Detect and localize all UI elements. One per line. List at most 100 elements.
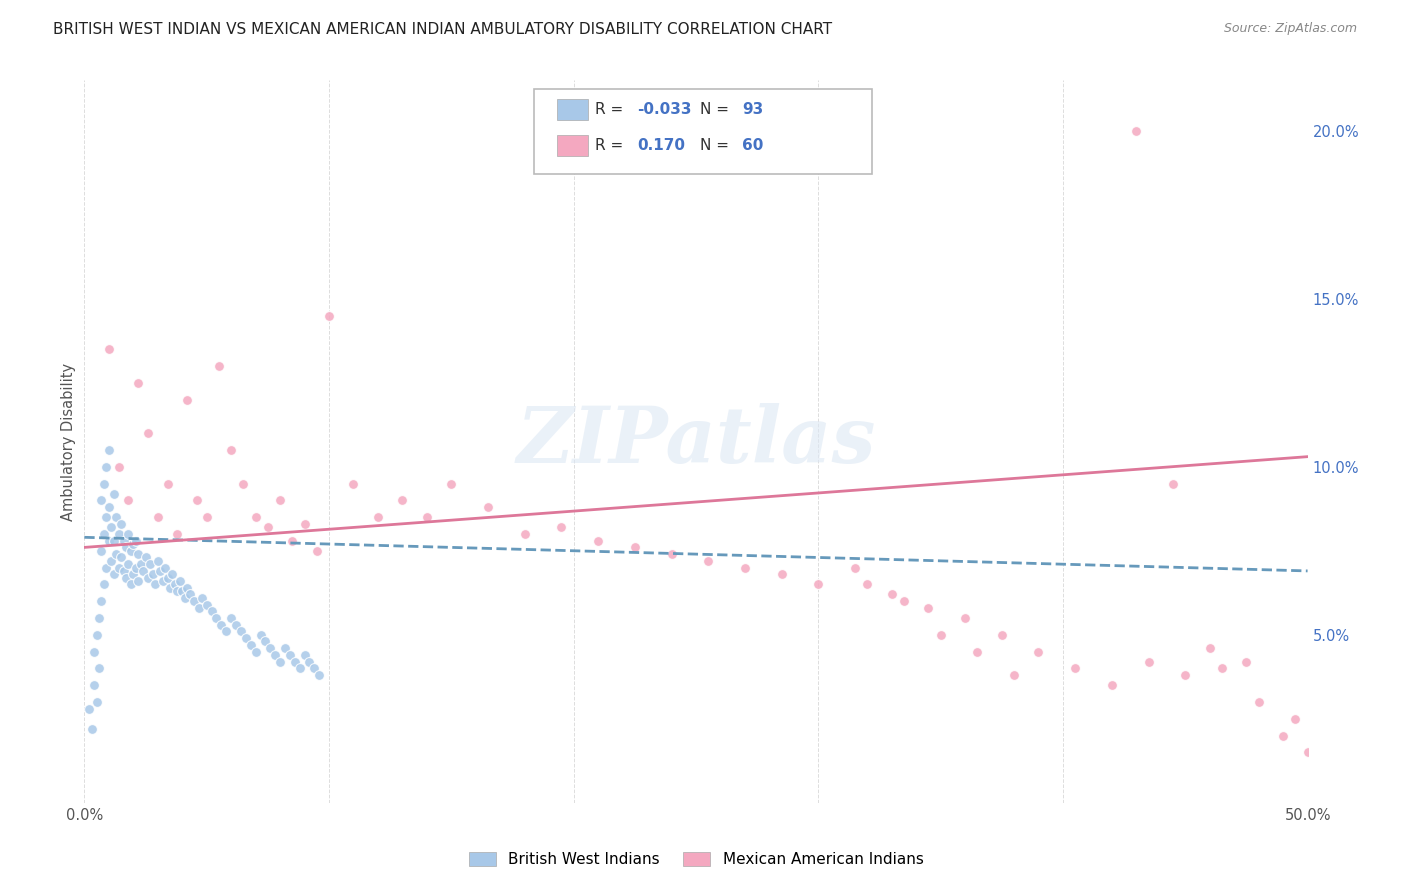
Point <box>96 560 118 574</box>
Point <box>166 584 188 599</box>
Point <box>93 527 115 541</box>
Point <box>219 611 242 625</box>
Text: BRITISH WEST INDIAN VS MEXICAN AMERICAN INDIAN AMBULATORY DISABILITY CORRELATION: BRITISH WEST INDIAN VS MEXICAN AMERICAN … <box>53 22 832 37</box>
Point <box>195 598 218 612</box>
Point <box>156 571 179 585</box>
Point <box>97 342 120 356</box>
Point <box>1137 655 1160 669</box>
Point <box>125 533 148 548</box>
Point <box>146 554 169 568</box>
Point <box>117 558 139 572</box>
Point <box>274 641 297 656</box>
Point <box>1125 124 1147 138</box>
Point <box>186 493 208 508</box>
Point <box>1002 668 1025 682</box>
Text: 0.170: 0.170 <box>637 138 685 153</box>
Point <box>117 527 139 541</box>
Point <box>172 584 194 599</box>
Point <box>156 476 179 491</box>
Point <box>269 493 291 508</box>
Point <box>127 574 149 588</box>
Point <box>734 560 756 574</box>
Point <box>1247 695 1270 709</box>
Point <box>162 567 184 582</box>
Point <box>103 567 125 582</box>
Point <box>139 558 162 572</box>
Point <box>149 564 172 578</box>
Point <box>87 611 110 625</box>
Point <box>229 624 252 639</box>
Point <box>96 459 118 474</box>
Point <box>269 655 291 669</box>
Point <box>1236 655 1258 669</box>
Point <box>416 510 439 524</box>
Point <box>127 376 149 390</box>
Point <box>107 527 129 541</box>
Point <box>143 577 166 591</box>
Point <box>125 560 148 574</box>
Point <box>107 560 129 574</box>
Point <box>103 486 125 500</box>
Point <box>367 510 389 524</box>
Point <box>1284 712 1306 726</box>
Point <box>807 577 830 591</box>
Point <box>173 591 195 605</box>
Point <box>391 493 413 508</box>
Point <box>83 678 105 692</box>
Point <box>239 638 262 652</box>
Point <box>132 564 155 578</box>
Point <box>259 641 281 656</box>
Text: R =: R = <box>595 103 628 117</box>
Point <box>318 309 340 323</box>
Point <box>97 533 120 548</box>
Point <box>83 644 105 658</box>
Point <box>264 648 287 662</box>
Point <box>169 574 191 588</box>
Text: R =: R = <box>595 138 628 153</box>
Point <box>120 577 142 591</box>
Text: 93: 93 <box>742 103 763 117</box>
Point <box>844 560 866 574</box>
Point <box>179 587 201 601</box>
Point <box>135 550 157 565</box>
Point <box>163 577 186 591</box>
Point <box>105 510 128 524</box>
Point <box>1064 661 1087 675</box>
Point <box>225 617 247 632</box>
Point <box>183 594 205 608</box>
Point <box>205 611 228 625</box>
Point <box>90 493 112 508</box>
Point <box>342 476 364 491</box>
Point <box>308 668 330 682</box>
Point <box>87 661 110 675</box>
Point <box>166 527 188 541</box>
Point <box>159 581 181 595</box>
Point <box>513 527 536 541</box>
Point <box>249 628 271 642</box>
Point <box>477 500 499 514</box>
Point <box>97 500 120 514</box>
Text: -0.033: -0.033 <box>637 103 692 117</box>
Point <box>122 537 145 551</box>
Point <box>966 644 988 658</box>
Point <box>294 516 316 531</box>
Point <box>586 533 609 548</box>
Point <box>136 571 159 585</box>
Point <box>1101 678 1123 692</box>
Point <box>176 392 198 407</box>
Point <box>880 587 903 601</box>
Point <box>129 558 152 572</box>
Point <box>93 577 115 591</box>
Point <box>284 655 307 669</box>
Point <box>103 533 125 548</box>
Point <box>893 594 915 608</box>
Point <box>281 533 304 548</box>
Point <box>305 543 328 558</box>
Point <box>254 634 277 648</box>
Point <box>122 567 145 582</box>
Point <box>550 520 572 534</box>
Point <box>1028 644 1050 658</box>
Point <box>153 560 176 574</box>
Point <box>80 722 103 736</box>
Text: 60: 60 <box>742 138 763 153</box>
